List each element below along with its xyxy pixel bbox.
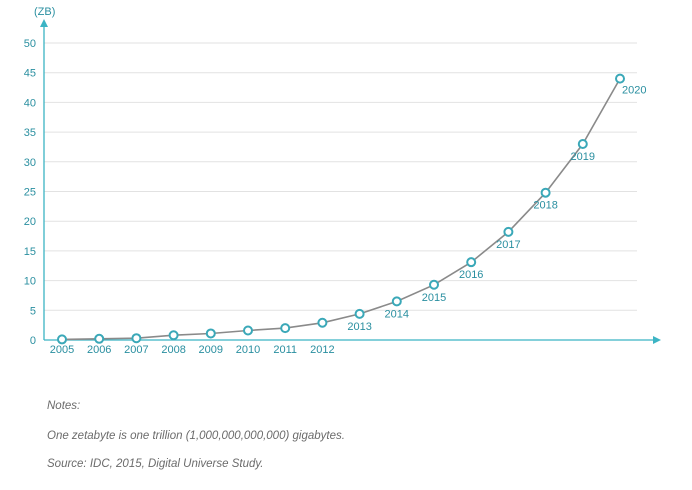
data-point-2020 bbox=[615, 73, 625, 84]
y-tick-label-0: 0 bbox=[30, 335, 36, 347]
year-label-2019: 2019 bbox=[571, 151, 595, 163]
year-label-2006: 2006 bbox=[87, 344, 111, 356]
data-point-2011 bbox=[280, 323, 291, 334]
point-year-labels: 2005 2006 2007 2008 2009 2010 2011 2012 2013 2014… bbox=[50, 85, 647, 356]
year-label-2005: 2005 bbox=[50, 344, 74, 356]
y-tick-label-5: 5 bbox=[30, 305, 36, 317]
data-points bbox=[57, 73, 625, 345]
year-label-2017: 2017 bbox=[496, 239, 520, 251]
data-point-2007 bbox=[131, 333, 142, 344]
year-label-2008: 2008 bbox=[161, 344, 185, 356]
year-label-2014: 2014 bbox=[385, 308, 409, 320]
y-tick-label-40: 40 bbox=[24, 97, 36, 109]
data-point-2005 bbox=[57, 334, 67, 345]
year-label-2015: 2015 bbox=[422, 292, 446, 304]
y-tick-label-25: 25 bbox=[24, 187, 36, 199]
data-point-2010 bbox=[243, 325, 253, 336]
year-label-2011: 2011 bbox=[273, 344, 297, 356]
year-label-2020: 2020 bbox=[622, 85, 646, 97]
y-axis-unit-label: (ZB) bbox=[34, 6, 55, 18]
data-point-2013 bbox=[354, 308, 365, 319]
y-tick-label-15: 15 bbox=[24, 246, 36, 258]
y-tick-label-45: 45 bbox=[24, 68, 36, 80]
gridlines bbox=[44, 42, 637, 311]
data-point-2015 bbox=[429, 279, 439, 290]
year-label-2012: 2012 bbox=[310, 344, 334, 356]
year-label-2018: 2018 bbox=[533, 200, 557, 212]
data-point-2008 bbox=[168, 330, 179, 341]
y-tick-label-30: 30 bbox=[24, 157, 36, 169]
notes-source: Source: IDC, 2015, Digital Universe Stud… bbox=[47, 458, 264, 470]
year-label-2013: 2013 bbox=[347, 321, 371, 333]
year-label-2009: 2009 bbox=[199, 344, 223, 356]
data-point-2016 bbox=[466, 257, 477, 268]
notes-zetabyte-definition: One zetabyte is one trillion (1,000,000,… bbox=[47, 430, 345, 442]
year-label-2007: 2007 bbox=[124, 344, 148, 356]
y-tick-label-35: 35 bbox=[24, 127, 36, 139]
series-line bbox=[61, 78, 621, 341]
year-label-2010: 2010 bbox=[236, 344, 260, 356]
data-point-2009 bbox=[205, 328, 216, 339]
y-tick-label-50: 50 bbox=[24, 38, 36, 50]
notes-title: Notes: bbox=[47, 400, 81, 412]
data-point-2014 bbox=[391, 296, 402, 307]
y-tick-label-20: 20 bbox=[24, 216, 36, 228]
y-tick-label-10: 10 bbox=[24, 276, 36, 288]
data-point-2019 bbox=[577, 138, 588, 149]
x-axis-arrow bbox=[653, 336, 661, 344]
data-point-2017 bbox=[503, 226, 514, 237]
year-label-2016: 2016 bbox=[459, 269, 483, 281]
data-point-2012 bbox=[317, 317, 328, 328]
y-tick-labels: 0 5 10 15 20 25 30 35 40 45 50 bbox=[24, 38, 36, 347]
data-point-2018 bbox=[540, 187, 551, 198]
data-point-2006 bbox=[94, 333, 105, 344]
axes bbox=[40, 19, 661, 344]
y-axis-arrow bbox=[40, 19, 48, 27]
